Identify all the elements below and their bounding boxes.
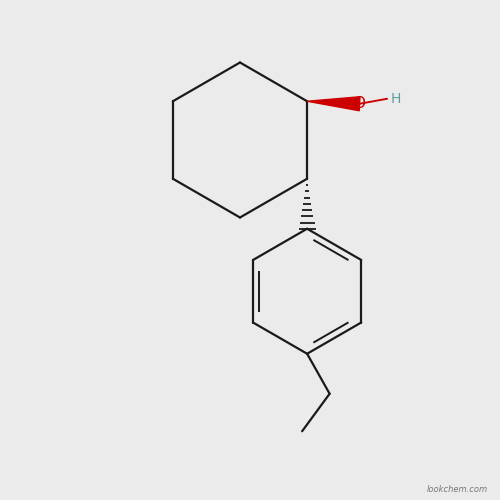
Text: O: O: [354, 96, 366, 111]
Polygon shape: [307, 97, 360, 110]
Text: lookchem.com: lookchem.com: [426, 485, 488, 494]
Text: H: H: [391, 92, 402, 106]
